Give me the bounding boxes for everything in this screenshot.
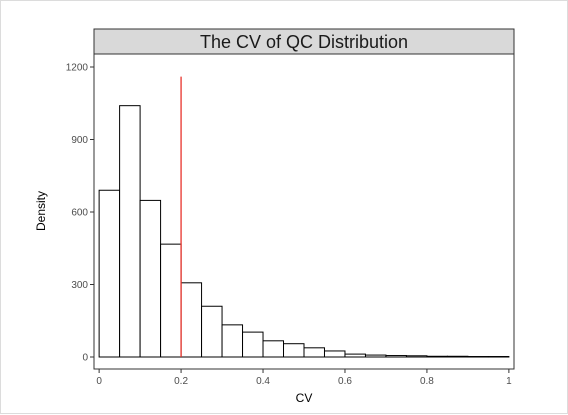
y-tick-label: 1200 (66, 63, 89, 74)
histogram-bar-0 (98, 189, 121, 358)
histogram-bar-15 (405, 355, 428, 358)
histogram-bar-14 (385, 355, 407, 358)
y-axis-title: Density (34, 191, 48, 231)
title-strip (93, 28, 515, 55)
chart-title: The CV of QC Distribution (200, 32, 408, 52)
histogram-bar-4 (180, 282, 203, 358)
x-tick-label: 0.6 (338, 376, 352, 387)
histogram-bar-8 (262, 340, 285, 358)
histogram-bar-12 (344, 353, 366, 358)
histogram-bar-2 (139, 199, 162, 358)
y-tick-label: 900 (71, 135, 88, 146)
y-tick-label: 0 (82, 353, 88, 364)
histogram-bar-13 (364, 354, 387, 358)
histogram-bar-11 (323, 350, 346, 358)
x-tick-label: 0 (96, 376, 102, 387)
histogram-bar-9 (283, 343, 305, 358)
x-axis: 0 0.2 0.4 0.6 0.8 1 (96, 369, 512, 387)
x-tick-label: 1 (506, 376, 512, 387)
histogram-bar-5 (201, 305, 223, 358)
x-tick-label: 0.4 (256, 376, 270, 387)
x-tick-label: 0.2 (174, 376, 188, 387)
histogram-bar-6 (221, 324, 244, 358)
histogram-bar-10 (303, 347, 325, 358)
histogram-bar-1 (119, 105, 141, 358)
histogram-bar-16 (426, 355, 448, 358)
histogram-bar-3 (160, 243, 182, 358)
histogram-bar-18 (467, 356, 489, 358)
histogram-bar-17 (446, 355, 469, 358)
x-axis-title: CV (296, 391, 313, 405)
histogram-bar-19 (487, 356, 510, 358)
y-axis: 0 300 600 900 1200 (66, 63, 94, 364)
histogram-bar-7 (242, 331, 264, 358)
y-tick-label: 300 (71, 280, 88, 291)
y-tick-label: 600 (71, 208, 88, 219)
x-tick-label: 0.8 (420, 376, 434, 387)
bars-group (98, 105, 510, 358)
